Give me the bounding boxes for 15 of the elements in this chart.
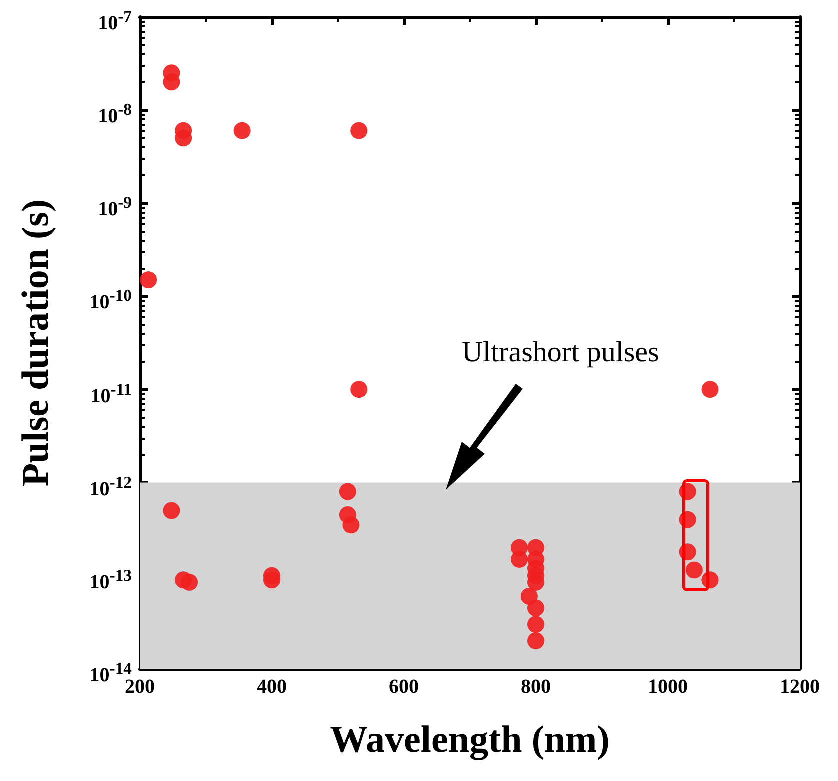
- annotation: Ultrashort pulses: [462, 336, 660, 368]
- x-tick-label: 1000: [648, 676, 688, 698]
- x-axis-title: Wavelength (nm): [330, 719, 610, 761]
- x-tick-label: 400: [257, 676, 287, 698]
- y-axis-title: Pulse duration (s): [15, 199, 57, 487]
- y-tick-label: 10$^{-8}$: [98, 99, 132, 130]
- y-tick-label: 10$^{-11}$: [90, 378, 132, 410]
- y-tick-label: 10$^{-13}$: [90, 564, 132, 596]
- x-tick-label: 600: [389, 676, 419, 698]
- y-tick-label: 10$^{-9}$: [98, 192, 132, 223]
- y-tick-label: 10$^{-7}$: [98, 6, 132, 37]
- y-tick-label: 10$^{-10}$: [90, 285, 132, 316]
- y-tick-label: 10$^{-12}$: [90, 472, 132, 502]
- x-tick-label: 800: [521, 676, 551, 698]
- x-tick-label: 1200: [780, 676, 820, 698]
